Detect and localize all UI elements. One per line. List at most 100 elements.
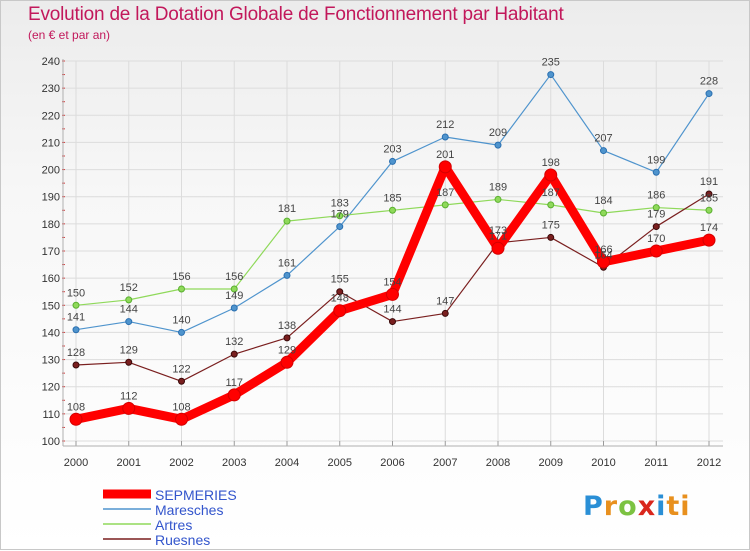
data-label: 129 [120,344,138,356]
data-point [72,326,80,334]
data-label: 108 [172,401,190,413]
legend-label: Ruesnes [155,532,210,548]
x-tick-label: 2002 [169,457,193,469]
x-tick-label: 2010 [591,457,615,469]
x-tick-label: 2003 [222,457,246,469]
legend-label: Maresches [155,502,223,518]
proxiti-logo: Proxiti [583,491,691,522]
y-tick-label: 140 [42,327,60,339]
data-label: 187 [436,187,454,199]
data-point [547,71,555,79]
data-point [705,206,713,214]
data-point [544,168,558,182]
data-point [600,209,607,217]
data-label: 186 [647,190,665,202]
x-tick-label: 2000 [64,457,88,469]
logo-letter: x [637,491,657,522]
data-point [441,133,449,141]
data-point [227,388,241,402]
data-point [441,309,449,317]
x-tick-label: 2001 [117,457,141,469]
data-point [72,361,80,369]
data-point [125,358,133,366]
data-label: 209 [489,127,507,139]
data-label: 179 [331,209,349,221]
data-label: 212 [436,119,454,131]
data-label: 207 [594,133,612,145]
y-tick-label: 100 [42,436,60,448]
data-label: 171 [489,230,507,242]
data-label: 150 [67,287,85,299]
y-tick-label: 170 [42,246,60,258]
data-point [283,271,291,279]
data-label: 173 [489,225,507,237]
logo-letter: ti [666,491,691,522]
chart-title: Evolution de la Dotation Globale de Fonc… [28,4,564,25]
y-tick-label: 130 [42,355,60,367]
x-tick-label: 2005 [328,457,352,469]
data-label: 179 [647,209,665,221]
data-label: 183 [331,198,349,210]
x-tick-label: 2004 [275,457,299,469]
data-point [597,255,610,269]
data-label: 191 [700,176,718,188]
data-point [491,241,505,255]
data-label: 138 [278,320,296,332]
data-point [336,212,344,220]
data-point [386,287,399,301]
data-label: 187 [542,187,560,199]
data-point [125,296,133,304]
data-point [705,190,713,198]
data-label: 201 [436,149,454,161]
data-label: 174 [700,222,718,234]
data-point [336,223,344,231]
data-label: 166 [594,244,612,256]
data-label: 161 [278,257,296,269]
data-label: 108 [67,401,85,413]
data-label: 154 [383,276,401,288]
data-point [178,328,185,336]
data-label: 185 [383,192,401,204]
data-label: 129 [278,344,296,356]
y-tick-label: 120 [42,382,60,394]
data-point [494,195,502,203]
data-label: 164 [594,249,612,261]
data-point [389,157,396,165]
data-label: 132 [225,336,243,348]
data-point [175,412,188,426]
y-tick-label: 210 [42,137,60,149]
data-label: 199 [647,154,665,166]
data-point [389,206,396,214]
data-point [230,304,238,312]
data-point [72,301,80,309]
data-point [652,204,660,212]
data-point [494,141,502,149]
data-point [280,355,294,369]
logo-letter: i [656,491,667,522]
data-label: 155 [331,274,349,286]
data-point [441,201,449,209]
data-label: 170 [647,233,665,245]
logo-letter: P [583,491,604,522]
data-label: 128 [67,347,85,359]
data-label: 152 [120,282,138,294]
data-point [283,334,291,342]
data-point [547,233,555,241]
data-label: 198 [542,157,560,169]
data-point [178,285,185,293]
data-label: 122 [172,363,190,375]
y-tick-label: 110 [42,409,60,421]
data-point [547,201,555,209]
data-point [389,318,396,326]
data-point [652,168,660,176]
data-label: 149 [225,290,243,302]
x-tick-label: 2008 [486,457,510,469]
data-point [283,217,291,225]
data-label: 117 [225,377,243,389]
logo-letter: r [603,491,619,522]
data-label: 156 [225,271,243,283]
data-point [230,285,238,293]
data-point [122,401,136,415]
x-tick-label: 2012 [697,457,721,469]
